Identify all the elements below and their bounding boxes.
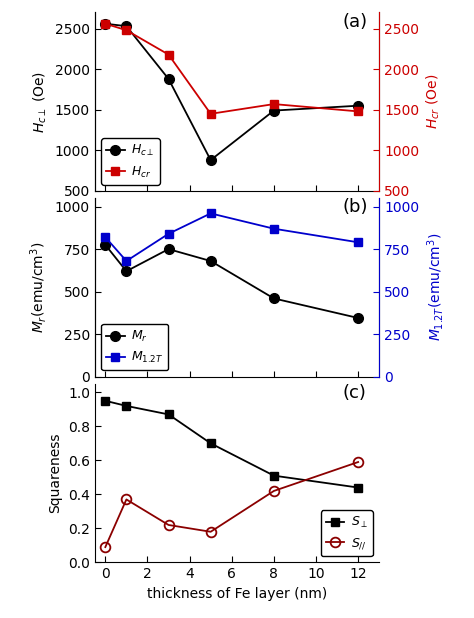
Y-axis label: $H_{cr}$ (Oe): $H_{cr}$ (Oe) <box>425 74 442 129</box>
Text: (c): (c) <box>342 384 366 402</box>
Legend: $H_{c\perp}$, $H_{cr}$: $H_{c\perp}$, $H_{cr}$ <box>101 138 160 185</box>
Y-axis label: $M_r$(emu/cm$^3$): $M_r$(emu/cm$^3$) <box>28 242 49 333</box>
Text: (a): (a) <box>342 12 367 31</box>
X-axis label: thickness of Fe layer (nm): thickness of Fe layer (nm) <box>147 587 327 601</box>
Y-axis label: Squareness: Squareness <box>48 433 63 514</box>
Y-axis label: $H_{c\perp}$ (Oe): $H_{c\perp}$ (Oe) <box>32 70 49 133</box>
Y-axis label: $M_{1.2T}$(emu/cm$^3$): $M_{1.2T}$(emu/cm$^3$) <box>425 233 446 342</box>
Legend: $M_r$, $M_{1.2T}$: $M_r$, $M_{1.2T}$ <box>101 324 168 370</box>
Text: (b): (b) <box>342 198 368 216</box>
Legend: $S_{\perp}$, $S_{//}$: $S_{\perp}$, $S_{//}$ <box>321 510 373 556</box>
